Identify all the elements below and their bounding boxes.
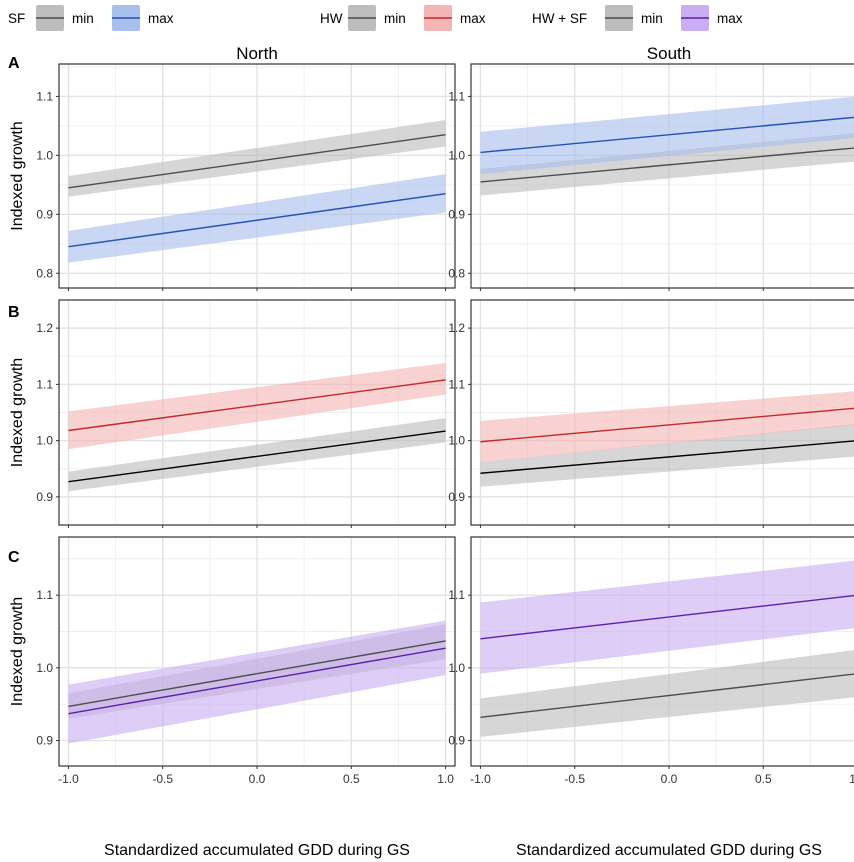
column-title: North xyxy=(236,44,278,63)
panel-A-north: 0.8 0.9 1.0 1.1 Indexed growth xyxy=(9,63,456,291)
series-line xyxy=(480,116,854,154)
series-line xyxy=(68,430,446,483)
y-tick-label: 0.9 xyxy=(448,734,465,748)
legend-label: min xyxy=(641,11,663,26)
series-line xyxy=(480,440,854,474)
x-tick-label: -1.0 xyxy=(470,772,491,786)
panel-B-south: 0.9 1.0 1.1 1.2 xyxy=(448,299,854,528)
y-tick-label: 1.0 xyxy=(36,148,53,162)
panels: A B C 0.8 0.9 1.0 1.1 Indexed growth 0.8 0.9 1.0 1.… xyxy=(8,55,854,859)
confidence-band xyxy=(480,650,854,737)
series-line xyxy=(68,379,446,432)
series-line xyxy=(480,147,854,183)
confidence-band xyxy=(68,174,446,263)
series-line xyxy=(68,647,446,715)
y-tick-label: 1.0 xyxy=(448,661,465,675)
y-tick-label: 1.2 xyxy=(36,321,53,335)
confidence-band xyxy=(68,120,446,197)
y-tick-label: 1.1 xyxy=(448,377,465,391)
confidence-band xyxy=(68,418,446,492)
y-tick-label: 0.9 xyxy=(36,490,53,504)
y-tick-label: 0.8 xyxy=(36,266,53,280)
panel-A-south: 0.8 0.9 1.0 1.1 xyxy=(448,63,854,291)
legend-label: min xyxy=(384,11,406,26)
column-titles: North South xyxy=(236,44,691,63)
panel-B-north: 0.9 1.0 1.1 1.2 Indexed growth xyxy=(9,299,456,528)
x-tick-label: 0.5 xyxy=(343,772,360,786)
x-tick-label: -0.5 xyxy=(564,772,585,786)
x-tick-label: 1.0 xyxy=(849,772,854,786)
x-axis-label: Standardized accumulated GDD during GS xyxy=(516,842,822,859)
y-tick-label: 1.0 xyxy=(36,434,53,448)
y-tick-label: 1.1 xyxy=(448,588,465,602)
x-tick-label: -0.5 xyxy=(152,772,173,786)
legend-title: SF xyxy=(8,11,25,26)
y-tick-label: 1.0 xyxy=(448,148,465,162)
legend-label: max xyxy=(460,11,486,26)
y-tick-label: 1.2 xyxy=(448,321,465,335)
y-tick-label: 0.9 xyxy=(36,207,53,221)
legend: SF min max HW min max HW + SF min max xyxy=(8,5,743,31)
row-label: A xyxy=(8,55,20,72)
series-line xyxy=(68,640,446,708)
legend-title: HW + SF xyxy=(532,11,587,26)
x-tick-label: -1.0 xyxy=(58,772,79,786)
legend-label: max xyxy=(148,11,174,26)
series-line xyxy=(68,192,446,248)
row-label: B xyxy=(8,304,20,321)
series-line xyxy=(480,673,854,718)
y-tick-label: 1.0 xyxy=(448,434,465,448)
series-line xyxy=(68,134,446,189)
y-axis-label: Indexed growth xyxy=(9,358,26,467)
y-tick-label: 1.0 xyxy=(36,661,53,675)
panel-C-south: 0.9 1.0 1.1 -1.0 -0.5 0.0 0.5 1.0 Standardized a… xyxy=(448,536,854,859)
series-line xyxy=(480,407,854,443)
y-tick-label: 1.1 xyxy=(36,377,53,391)
y-axis-label: Indexed growth xyxy=(9,597,26,706)
y-tick-label: 1.1 xyxy=(36,89,53,103)
y-tick-label: 0.9 xyxy=(448,490,465,504)
y-tick-label: 0.9 xyxy=(448,207,465,221)
series-line xyxy=(480,594,854,640)
x-tick-label: 1.0 xyxy=(437,772,454,786)
x-axis-label: Standardized accumulated GDD during GS xyxy=(104,842,410,859)
legend-label: max xyxy=(717,11,743,26)
column-title: South xyxy=(647,44,691,63)
y-axis-label: Indexed growth xyxy=(9,121,26,230)
confidence-band xyxy=(68,620,446,744)
confidence-band xyxy=(68,363,446,450)
confidence-band xyxy=(480,424,854,487)
panel-C-north: 0.9 1.0 1.1 -1.0 -0.5 0.0 0.5 1.0 Standardized a… xyxy=(9,536,456,859)
y-tick-label: 1.1 xyxy=(448,89,465,103)
x-tick-label: 0.0 xyxy=(249,772,266,786)
x-tick-label: 0.5 xyxy=(755,772,772,786)
legend-label: min xyxy=(72,11,94,26)
y-tick-label: 0.8 xyxy=(448,266,465,280)
row-label: C xyxy=(8,549,20,566)
y-tick-label: 0.9 xyxy=(36,734,53,748)
x-tick-label: 0.0 xyxy=(661,772,678,786)
legend-title: HW xyxy=(320,11,343,26)
confidence-band xyxy=(480,391,854,462)
y-tick-label: 1.1 xyxy=(36,588,53,602)
